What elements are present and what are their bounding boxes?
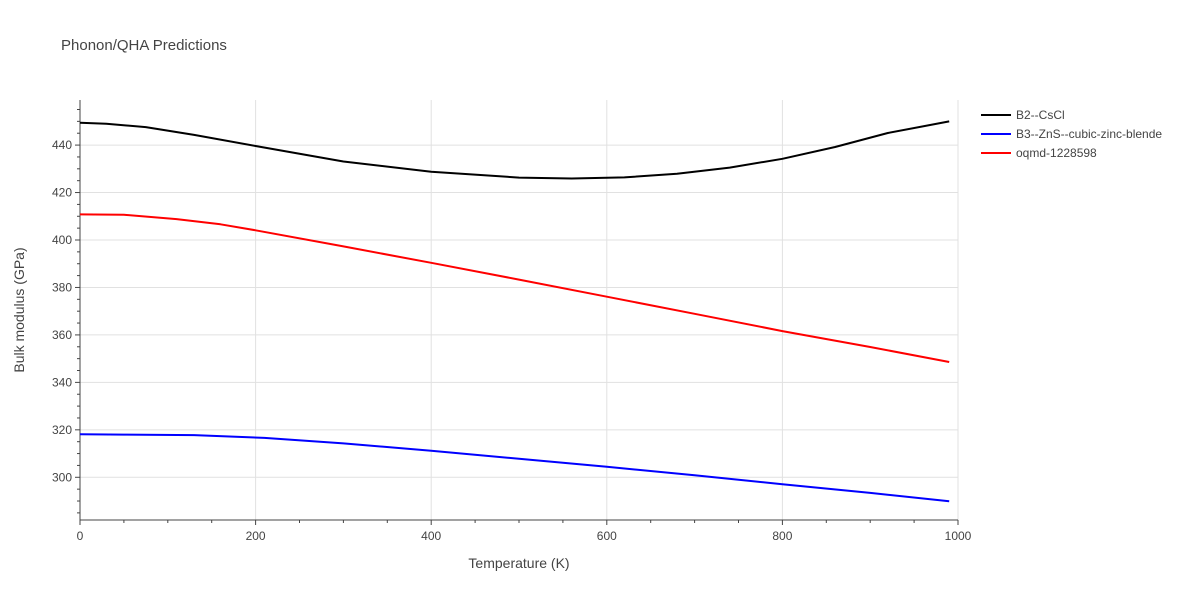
x-tick-label: 1000 [945,529,972,543]
legend-label: B2--CsCl [1016,108,1065,122]
y-axis-title: Bulk modulus (GPa) [11,247,27,372]
axis-layer: 0 200 400 600 800 1000 300 320 340 360 380 400 420 44… [52,100,972,543]
chart-title: Phonon/QHA Predictions [61,37,227,54]
x-axis-title: Temperature (K) [468,555,569,571]
x-tick-label: 800 [772,529,792,543]
x-tick-label: 400 [421,529,441,543]
legend-item[interactable]: B2--CsCl [981,108,1065,122]
grid-layer [80,100,959,520]
legend-item[interactable]: B3--ZnS--cubic-zinc-blende [981,127,1162,141]
legend[interactable]: B2--CsCl B3--ZnS--cubic-zinc-blende oqmd-1… [981,108,1162,160]
series-line-oqmd-1228598[interactable] [79,213,950,363]
y-tick-label: 380 [52,280,72,294]
series-line-b2-cscl[interactable] [79,120,950,180]
y-tick-label: 340 [52,375,72,389]
y-tick-label: 360 [52,328,72,342]
series-line-b3-zns-cubic-zinc-blende[interactable] [79,433,950,503]
y-tick-label: 420 [52,186,72,200]
legend-label: B3--ZnS--cubic-zinc-blende [1016,127,1162,141]
y-tick-label: 440 [52,138,72,152]
series-layer [79,120,950,503]
x-tick-label: 200 [246,529,266,543]
legend-item[interactable]: oqmd-1228598 [981,146,1097,160]
y-tick-label: 320 [52,423,72,437]
x-tick-label: 600 [597,529,617,543]
x-tick-label: 0 [77,529,84,543]
y-tick-label: 300 [52,470,72,484]
y-tick-label: 400 [52,233,72,247]
legend-label: oqmd-1228598 [1016,146,1097,160]
